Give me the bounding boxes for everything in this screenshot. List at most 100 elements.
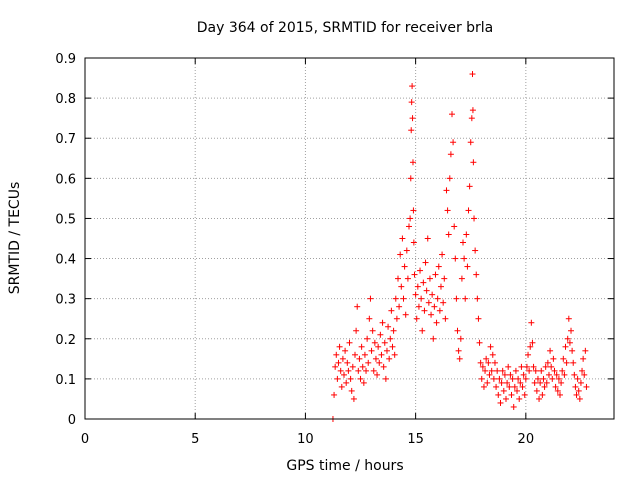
data-point (465, 207, 472, 214)
data-point (392, 295, 399, 302)
data-point (339, 355, 346, 362)
data-point (462, 295, 469, 302)
data-point (409, 115, 416, 122)
y-tick-label: 0.6 (55, 172, 76, 187)
data-point (520, 371, 527, 378)
data-point (541, 383, 548, 390)
data-point (407, 175, 414, 182)
data-point (574, 375, 581, 382)
data-point (576, 395, 583, 402)
data-point (432, 271, 439, 278)
data-point (548, 363, 555, 370)
data-point (334, 375, 341, 382)
data-point (549, 375, 556, 382)
data-point (421, 307, 428, 314)
data-point (388, 307, 395, 314)
data-point (480, 383, 487, 390)
y-tick-label: 0 (68, 413, 76, 428)
data-point (554, 387, 561, 394)
data-point (545, 371, 552, 378)
data-point (544, 359, 551, 366)
data-point (408, 99, 415, 106)
x-tick-label: 5 (191, 432, 199, 447)
data-point (361, 351, 368, 358)
data-point (505, 363, 512, 370)
data-point (375, 343, 382, 350)
data-point (423, 287, 430, 294)
data-point (430, 335, 437, 342)
chart-title: Day 364 of 2015, SRMTID for receiver brl… (197, 20, 494, 36)
data-point (463, 231, 470, 238)
data-point (442, 315, 449, 322)
data-point (370, 367, 377, 374)
data-point (336, 343, 343, 350)
data-point (381, 339, 388, 346)
data-point (509, 375, 516, 382)
data-point (469, 107, 476, 114)
data-point (577, 379, 584, 386)
data-point (542, 363, 549, 370)
data-point (364, 335, 371, 342)
data-point (453, 295, 460, 302)
data-point (532, 367, 539, 374)
data-point (382, 375, 389, 382)
data-point (360, 379, 367, 386)
data-point (448, 111, 455, 118)
data-point (454, 327, 461, 334)
data-point (484, 379, 491, 386)
data-point (451, 223, 458, 230)
data-point (553, 371, 560, 378)
data-point (490, 375, 497, 382)
data-point (431, 303, 438, 310)
data-point (450, 139, 457, 146)
data-point (413, 315, 420, 322)
data-point (346, 339, 353, 346)
data-point (550, 355, 557, 362)
data-point (512, 367, 519, 374)
data-point (443, 187, 450, 194)
data-point (486, 371, 493, 378)
data-point (473, 271, 480, 278)
data-point (487, 343, 494, 350)
data-point (380, 363, 387, 370)
data-point (497, 399, 504, 406)
data-point (452, 255, 459, 262)
data-point (335, 359, 342, 366)
data-point (440, 299, 447, 306)
data-point (383, 347, 390, 354)
data-point (457, 335, 464, 342)
data-point (338, 383, 345, 390)
data-point (489, 351, 496, 358)
data-point (502, 395, 509, 402)
data-point (491, 359, 498, 366)
x-tick-label: 20 (518, 432, 535, 447)
data-point (539, 391, 546, 398)
data-point (446, 175, 453, 182)
data-point (377, 331, 384, 338)
plot-frame (84, 57, 615, 420)
data-point (575, 387, 582, 394)
data-point (523, 363, 530, 370)
data-point (354, 303, 361, 310)
data-point (397, 251, 404, 258)
data-point (580, 355, 587, 362)
data-point (556, 391, 563, 398)
data-point (401, 263, 408, 270)
data-point (404, 275, 411, 282)
data-point (403, 247, 410, 254)
data-point (498, 379, 505, 386)
data-point (358, 343, 365, 350)
data-point (420, 279, 427, 286)
data-point (562, 343, 569, 350)
data-point (434, 295, 441, 302)
data-point (418, 295, 425, 302)
data-point (344, 359, 351, 366)
data-point (419, 327, 426, 334)
data-point (573, 391, 580, 398)
data-point (433, 319, 440, 326)
data-point (467, 139, 474, 146)
data-point (399, 235, 406, 242)
data-point (572, 383, 579, 390)
data-point (357, 375, 364, 382)
data-point (528, 319, 535, 326)
